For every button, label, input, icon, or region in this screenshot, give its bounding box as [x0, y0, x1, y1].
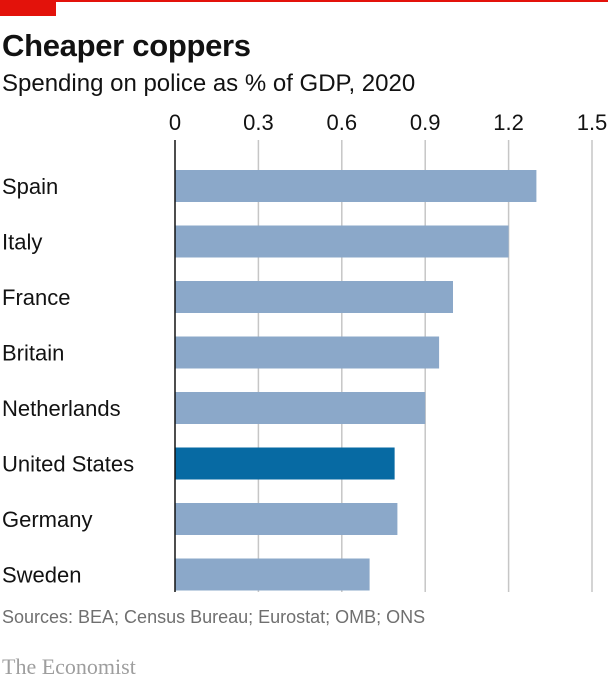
category-label: Italy: [2, 230, 42, 255]
bar: [175, 170, 537, 202]
category-label: Britain: [2, 341, 64, 366]
category-label: Spain: [2, 174, 58, 199]
bar: [175, 503, 398, 535]
x-tick-label: 0.3: [243, 110, 274, 135]
bar: [175, 392, 426, 424]
source-note: Sources: BEA; Census Bureau; Eurostat; O…: [2, 607, 426, 627]
category-label: Netherlands: [2, 396, 121, 421]
bar-chart: 0 0.3 0.6 0.9 1.2 1.5 Spain Italy France Britain N…: [2, 110, 608, 592]
category-label: Germany: [2, 507, 92, 532]
x-tick-label: 0: [169, 110, 181, 135]
category-label: Sweden: [2, 563, 82, 588]
bar: [175, 281, 453, 313]
x-tick-label: 1.5: [577, 110, 608, 135]
x-tick-label: 1.2: [493, 110, 524, 135]
red-corner-tag: [0, 0, 56, 16]
x-tick-label: 0.6: [327, 110, 358, 135]
bar: [175, 558, 370, 591]
bar: [175, 225, 509, 258]
chart-title: Cheaper coppers: [2, 28, 251, 63]
category-label: United States: [2, 452, 134, 477]
top-red-rule: [0, 0, 608, 2]
category-label: France: [2, 285, 70, 310]
chart-subtitle: Spending on police as % of GDP, 2020: [2, 70, 416, 97]
bar: [175, 336, 440, 369]
x-tick-label: 0.9: [410, 110, 441, 135]
economist-logo: The Economist: [2, 654, 136, 679]
bar-highlight: [175, 447, 395, 480]
